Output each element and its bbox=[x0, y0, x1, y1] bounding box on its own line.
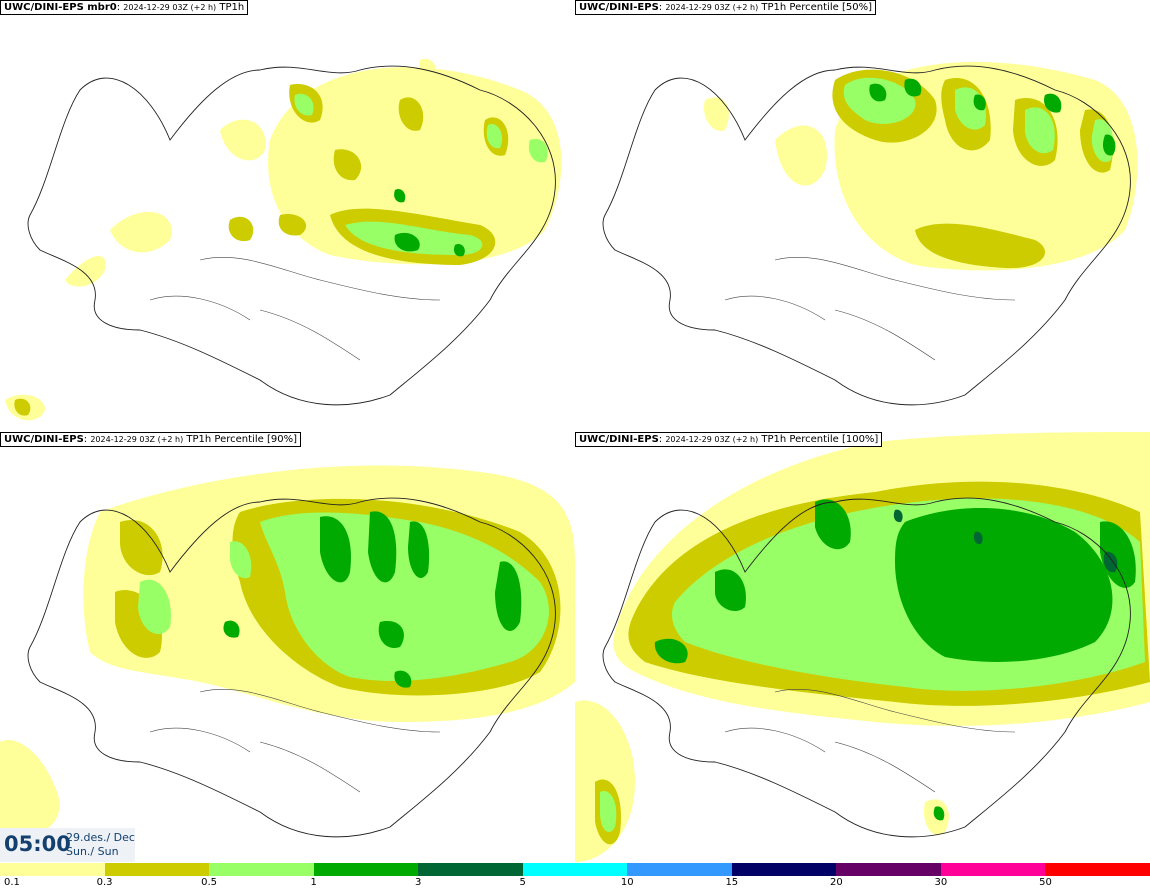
map-panel-p90: UWC/DINI-EPS: 2024-12-29 03Z (+2 h) TP1h… bbox=[0, 432, 575, 862]
legend-swatch bbox=[627, 863, 733, 876]
precip-map-p90 bbox=[0, 465, 575, 838]
legend-swatch bbox=[940, 863, 1047, 876]
legend-tick-label: 0.1 bbox=[4, 877, 20, 888]
legend-swatch bbox=[731, 863, 838, 876]
panel-date: 2024-12-29 03Z (+2 h) bbox=[665, 435, 759, 444]
legend-tick-label: 0.5 bbox=[201, 877, 218, 888]
panel-model: UWC/DINI-EPS bbox=[579, 434, 659, 445]
legend-swatch bbox=[104, 863, 211, 876]
panel-field: TP1h Percentile [50%] bbox=[761, 2, 872, 13]
precip-map-p50 bbox=[602, 61, 1138, 406]
color-legend: 0.1 0.3 0.5 1 3 5 10 15 20 30 50 bbox=[0, 863, 1150, 891]
valid-date: 29.des./ Dec bbox=[66, 831, 135, 844]
panel-field: TP1h Percentile [90%] bbox=[186, 434, 297, 445]
valid-day: Sun./ Sun bbox=[66, 845, 119, 858]
legend-tick-label: 20 bbox=[829, 877, 843, 888]
legend-swatch bbox=[209, 863, 315, 876]
legend-tick-label: 15 bbox=[725, 877, 739, 888]
precip-map-p100 bbox=[575, 432, 1150, 862]
valid-time-box: 05:00 29.des./ Dec Sun./ Sun bbox=[0, 828, 135, 862]
precip-map-mbr0 bbox=[5, 58, 562, 421]
legend-swatch bbox=[313, 863, 420, 876]
panel-field: TP1h Percentile [100%] bbox=[761, 434, 879, 445]
legend-swatch bbox=[0, 863, 106, 876]
panel-date: 2024-12-29 03Z (+2 h) bbox=[665, 3, 759, 12]
legend-tick-label: 30 bbox=[934, 877, 948, 888]
panel-title-p90: UWC/DINI-EPS: 2024-12-29 03Z (+2 h) TP1h… bbox=[0, 432, 301, 447]
map-panel-mbr0: UWC/DINI-EPS mbr0: 2024-12-29 03Z (+2 h)… bbox=[0, 0, 575, 430]
panel-title-mbr0: UWC/DINI-EPS mbr0: 2024-12-29 03Z (+2 h)… bbox=[0, 0, 249, 15]
legend-tick-label: 1 bbox=[310, 877, 317, 888]
panel-title-p100: UWC/DINI-EPS: 2024-12-29 03Z (+2 h) TP1h… bbox=[575, 432, 883, 447]
panel-title-p50: UWC/DINI-EPS: 2024-12-29 03Z (+2 h) TP1h… bbox=[575, 0, 876, 15]
map-panel-p100: UWC/DINI-EPS: 2024-12-29 03Z (+2 h) TP1h… bbox=[575, 432, 1150, 862]
legend-swatch bbox=[1045, 863, 1150, 876]
legend-tick-label: 3 bbox=[414, 877, 422, 888]
panel-model: UWC/DINI-EPS bbox=[4, 434, 84, 445]
panel-field: TP1h bbox=[219, 2, 245, 13]
legend-swatch bbox=[836, 863, 942, 876]
panel-model: UWC/DINI-EPS bbox=[579, 2, 659, 13]
panel-date: 2024-12-29 03Z (+2 h) bbox=[123, 3, 217, 12]
valid-time: 05:00 bbox=[4, 832, 71, 856]
panel-model: UWC/DINI-EPS mbr0 bbox=[4, 2, 117, 13]
legend-tick-label: 10 bbox=[620, 877, 634, 888]
legend-tick-label: 5 bbox=[519, 877, 526, 888]
legend-tick-label: 0.3 bbox=[96, 877, 113, 888]
panel-date: 2024-12-29 03Z (+2 h) bbox=[90, 435, 184, 444]
legend-tick-label: 50 bbox=[1039, 877, 1052, 888]
map-panel-p50: UWC/DINI-EPS: 2024-12-29 03Z (+2 h) TP1h… bbox=[575, 0, 1150, 430]
legend-swatch bbox=[418, 863, 524, 876]
legend-swatch bbox=[522, 863, 629, 876]
